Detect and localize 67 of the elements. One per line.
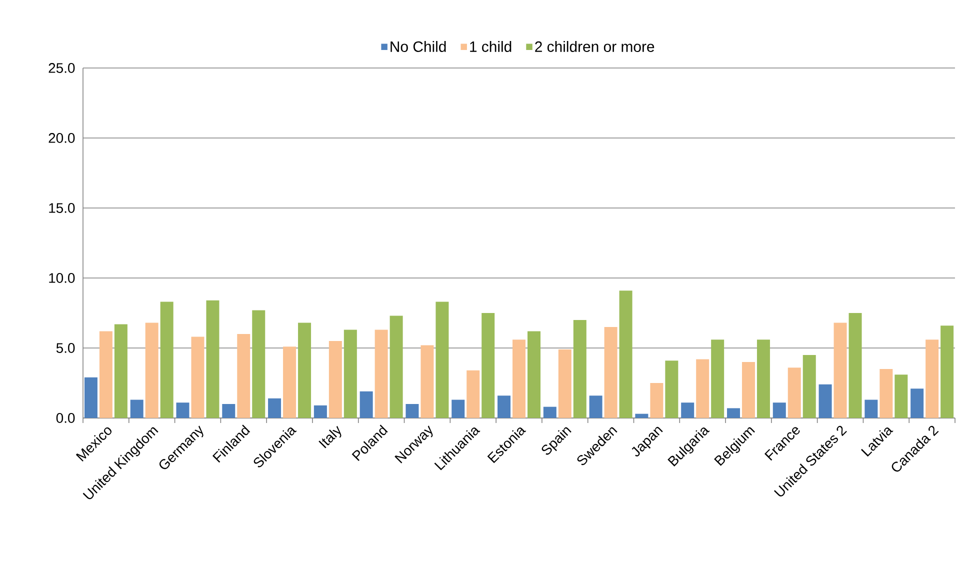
bar xyxy=(206,300,220,418)
bar xyxy=(420,345,434,418)
bar xyxy=(176,402,190,418)
bar xyxy=(880,369,893,418)
y-tick-label: 15.0 xyxy=(49,203,75,213)
bar xyxy=(528,331,540,418)
bar xyxy=(328,341,342,418)
bar xyxy=(452,400,465,418)
bar xyxy=(802,355,816,418)
bar xyxy=(910,388,924,418)
bar xyxy=(344,330,357,418)
legend-label: 1 child xyxy=(470,40,512,52)
y-tick-label: 25.0 xyxy=(48,63,75,73)
bar xyxy=(406,404,419,418)
y-tick-label: 0.0 xyxy=(56,413,75,423)
bar xyxy=(756,340,770,418)
bar xyxy=(543,406,556,418)
bar xyxy=(742,362,755,418)
bar xyxy=(864,400,878,418)
bar xyxy=(237,334,250,418)
y-tick-label: 10.0 xyxy=(49,273,75,283)
bar xyxy=(558,349,572,418)
bar xyxy=(619,290,632,418)
bar xyxy=(635,414,648,418)
bar xyxy=(482,313,495,418)
bar xyxy=(681,402,694,418)
bar xyxy=(711,340,724,418)
bar xyxy=(114,324,128,418)
bar xyxy=(894,374,908,418)
bar xyxy=(940,326,954,418)
bar xyxy=(99,331,112,418)
bar xyxy=(466,370,480,418)
bar xyxy=(696,359,710,418)
bar xyxy=(268,398,282,418)
bar xyxy=(498,396,511,418)
bar xyxy=(818,384,832,418)
y-tick-label: 5.0 xyxy=(56,343,75,353)
bar xyxy=(360,391,373,418)
bar xyxy=(145,322,158,418)
x-tick-label: Italy xyxy=(318,426,342,448)
bar xyxy=(573,320,586,418)
bar xyxy=(512,340,526,418)
bar xyxy=(650,383,664,418)
bar xyxy=(298,322,312,418)
bar xyxy=(436,302,449,418)
bar xyxy=(130,400,144,418)
bar xyxy=(283,346,296,418)
y-tick-label: 20.0 xyxy=(48,133,75,143)
bar xyxy=(604,327,618,418)
bar xyxy=(160,302,174,418)
bar xyxy=(252,310,266,418)
bar xyxy=(665,360,678,418)
bar xyxy=(374,330,388,418)
bar xyxy=(726,408,740,418)
bar xyxy=(390,316,403,418)
bar xyxy=(772,402,786,418)
bar xyxy=(589,396,602,418)
bar xyxy=(834,322,847,418)
legend-label: No Child xyxy=(390,40,446,52)
bar xyxy=(191,336,204,418)
bar xyxy=(222,404,236,418)
bar xyxy=(848,313,862,418)
bar xyxy=(314,405,327,418)
bar xyxy=(926,340,939,418)
legend-label: 2 children or more xyxy=(535,40,654,52)
bar xyxy=(788,368,801,418)
bar xyxy=(84,377,98,418)
